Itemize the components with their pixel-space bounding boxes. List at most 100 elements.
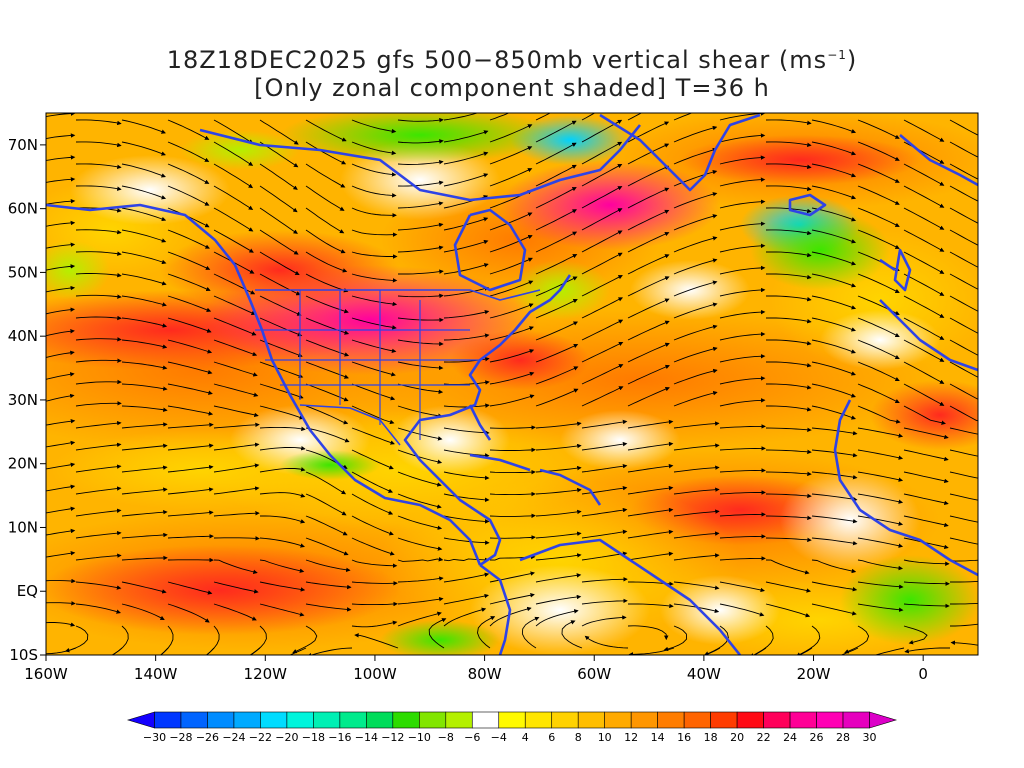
lat-tick-label: 20N	[8, 455, 38, 473]
streamline	[949, 119, 978, 136]
streamline	[397, 117, 444, 123]
streamline	[213, 486, 260, 495]
streamline	[121, 207, 167, 222]
streamline	[443, 239, 489, 253]
streamline	[489, 469, 536, 475]
streamline	[443, 493, 490, 503]
streamline	[627, 386, 670, 407]
streamline	[75, 294, 122, 299]
streamline	[627, 165, 670, 187]
streamline	[753, 647, 767, 655]
streamline	[75, 486, 122, 495]
streamline	[873, 647, 905, 655]
streamline	[996, 559, 1024, 561]
streamline	[46, 285, 76, 293]
streamline	[719, 353, 766, 363]
streamline	[811, 229, 857, 244]
streamline	[213, 510, 260, 517]
lat-tick-label: 30N	[8, 391, 38, 409]
streamline	[857, 603, 904, 612]
streamline	[535, 421, 582, 429]
streamline	[628, 603, 674, 609]
streamline	[581, 419, 628, 429]
streamline	[903, 603, 950, 609]
streamline	[489, 491, 536, 497]
streamline	[811, 427, 858, 436]
colorbar-label: 4	[522, 731, 529, 744]
streamline	[167, 119, 210, 140]
streamline	[673, 169, 718, 187]
colorbar-label: −6	[464, 731, 480, 744]
streamline	[535, 187, 577, 209]
streamline	[351, 405, 395, 425]
colorbar-swatch	[260, 711, 288, 729]
streamline	[996, 516, 1024, 524]
colorbar-label: 12	[624, 731, 638, 744]
streamline	[949, 493, 978, 501]
streamline	[351, 163, 397, 177]
streamline	[950, 581, 978, 583]
streamline	[903, 317, 945, 340]
streamline	[489, 234, 533, 253]
streamline	[903, 119, 945, 142]
streamline	[535, 113, 551, 121]
streamline	[627, 507, 674, 517]
streamline	[351, 119, 397, 134]
streamline	[75, 401, 122, 407]
streamline	[75, 185, 122, 191]
streamline	[443, 537, 490, 545]
streamline	[673, 531, 720, 539]
streamline	[260, 515, 306, 524]
streamline	[489, 535, 536, 540]
streamline	[949, 141, 978, 158]
streamline	[673, 258, 718, 275]
streamline	[765, 141, 812, 148]
streamline	[397, 515, 443, 530]
colorbar-swatch	[313, 711, 341, 729]
streamline	[765, 427, 812, 433]
streamline	[489, 371, 535, 385]
streamline	[305, 251, 348, 273]
streamline	[351, 339, 397, 353]
lat-tick-label: 40N	[8, 327, 38, 345]
streamline	[811, 339, 856, 354]
streamline	[443, 286, 490, 297]
streamline	[167, 339, 213, 354]
streamline	[857, 119, 900, 139]
streamline	[996, 428, 1024, 436]
streamline	[213, 185, 254, 210]
colorbar-swatch	[736, 711, 764, 729]
streamline	[673, 147, 718, 165]
streamline	[535, 299, 578, 319]
colorbar-label: 14	[651, 731, 665, 744]
streamline	[397, 159, 444, 165]
streamline	[259, 163, 298, 190]
streamline	[213, 405, 259, 418]
streamline	[397, 576, 444, 583]
streamline	[46, 462, 76, 470]
streamline	[996, 579, 1024, 582]
streamline	[351, 581, 398, 586]
streamline	[167, 185, 210, 206]
streamline	[627, 364, 670, 385]
streamline	[765, 207, 812, 214]
colorbar-label: −4	[491, 731, 507, 744]
streamline	[811, 537, 858, 546]
streamline	[75, 442, 122, 451]
streamline	[996, 450, 1024, 458]
streamline	[581, 297, 624, 319]
streamline	[663, 625, 688, 652]
streamline	[213, 141, 254, 166]
streamline	[673, 125, 718, 143]
streamline	[121, 383, 168, 391]
streamline	[811, 603, 857, 616]
streamline	[949, 383, 978, 400]
colorbar-label: 20	[730, 731, 744, 744]
lon-tick-label: 120W	[244, 665, 288, 683]
streamline	[581, 551, 628, 561]
streamline	[996, 406, 1024, 422]
streamline	[443, 607, 487, 627]
streamline	[581, 529, 628, 539]
streamline	[443, 557, 490, 563]
streamline	[46, 418, 76, 426]
